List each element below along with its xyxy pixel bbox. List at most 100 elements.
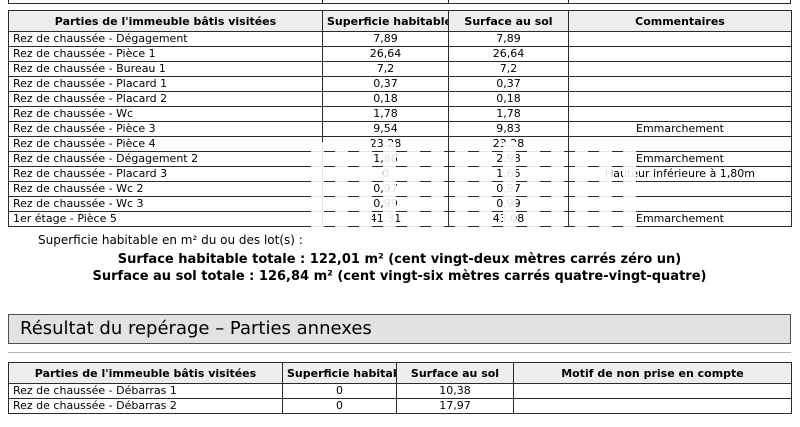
table-header-row: Parties de l'immeuble bâtis visitées Sup… [8, 362, 792, 384]
cell-partie: Rez de chaussée - Bureau 1 [8, 61, 323, 77]
table-row: Rez de chaussée - Pièce 1 26,64 26,64 [8, 46, 792, 62]
cell-partie: Rez de chaussée - Débarras 1 [8, 383, 283, 399]
cell-sol: 1,65 [448, 166, 569, 182]
header-superficie-habitable: Superficie habitable [282, 362, 397, 384]
surface-habitable-totale-text: Surface habitable totale : 122,01 m² (ce… [117, 252, 682, 267]
cell-commentaire [568, 136, 792, 152]
cell-partie: Rez de chaussée - Pièce 1 [8, 46, 323, 62]
cell-habitable: 0,99 [322, 196, 449, 212]
superficie-intro-text: Superficie habitable en m² du ou des lot… [38, 233, 303, 247]
header-motif: Motif de non prise en compte [513, 362, 792, 384]
table-row: Rez de chaussée - Bureau 1 7,2 7,2 [8, 61, 792, 77]
cell-habitable: 23,28 [322, 136, 449, 152]
cutoff-table-tick [322, 0, 323, 4]
section-title-parties-annexes: Résultat du repérage – Parties annexes [8, 314, 791, 344]
header-superficie-habitable: Superficie habitable [322, 10, 449, 32]
cell-habitable: 0 [282, 398, 397, 414]
header-surface-au-sol: Surface au sol [396, 362, 514, 384]
table-header-row: Parties de l'immeuble bâtis visitées Sup… [8, 10, 792, 32]
cutoff-table-tick [448, 0, 449, 4]
cell-commentaire [568, 76, 792, 92]
cell-commentaire [568, 106, 792, 122]
table-row: Rez de chaussée - Placard 1 0,37 0,37 [8, 76, 792, 92]
horizontal-separator [8, 352, 791, 353]
cell-sol: 2,98 [448, 151, 569, 167]
cell-partie: Rez de chaussée - Débarras 2 [8, 398, 283, 414]
table-row: Rez de chaussée - Placard 3 0 1,65 Haute… [8, 166, 792, 182]
cell-commentaire: Emmarchement [568, 211, 792, 227]
cell-habitable: 0 [322, 166, 449, 182]
table-row: Rez de chaussée - Dégagement 7,89 7,89 [8, 31, 792, 47]
cell-commentaire: Emmarchement [568, 151, 792, 167]
cell-partie: Rez de chaussée - Wc [8, 106, 323, 122]
cell-commentaire [568, 91, 792, 107]
cell-sol: 1,78 [448, 106, 569, 122]
table-row: Rez de chaussée - Wc 1,78 1,78 [8, 106, 792, 122]
cell-habitable: 7,2 [322, 61, 449, 77]
cell-habitable: 1,78 [322, 106, 449, 122]
cell-partie: Rez de chaussée - Placard 3 [8, 166, 323, 182]
cell-habitable: 41,31 [322, 211, 449, 227]
cell-partie: Rez de chaussée - Dégagement 2 [8, 151, 323, 167]
parties-annexes-table: Parties de l'immeuble bâtis visitées Sup… [8, 362, 792, 414]
cell-sol: 26,64 [448, 46, 569, 62]
table-row: Rez de chaussée - Dégagement 2 1,86 2,98… [8, 151, 792, 167]
surface-au-sol-totale-text: Surface au sol totale : 126,84 m² (cent … [92, 269, 707, 284]
cell-partie: Rez de chaussée - Placard 2 [8, 91, 323, 107]
cutoff-table-tick [568, 0, 569, 4]
header-parties: Parties de l'immeuble bâtis visitées [8, 362, 283, 384]
cell-habitable: 26,64 [322, 46, 449, 62]
cell-partie: Rez de chaussée - Placard 1 [8, 76, 323, 92]
totals-block: Surface habitable totale : 122,01 m² (ce… [8, 251, 791, 285]
cell-commentaire: Hauteur inférieure à 1,80m [568, 166, 792, 182]
table-row: Rez de chaussée - Débarras 2 0 17,97 [8, 398, 792, 414]
cell-sol: 17,97 [396, 398, 514, 414]
cell-partie: Rez de chaussée - Dégagement [8, 31, 323, 47]
table-row: Rez de chaussée - Débarras 1 0 10,38 [8, 383, 792, 399]
cell-partie: Rez de chaussée - Pièce 3 [8, 121, 323, 137]
cell-habitable: 9,54 [322, 121, 449, 137]
table-row: Rez de chaussée - Wc 2 0,97 0,97 [8, 181, 792, 197]
cell-commentaire: Emmarchement [568, 121, 792, 137]
cell-commentaire [568, 31, 792, 47]
cell-commentaire [568, 61, 792, 77]
table-row: Rez de chaussée - Placard 2 0,18 0,18 [8, 91, 792, 107]
surfaces-table: Parties de l'immeuble bâtis visitées Sup… [8, 10, 792, 227]
cell-habitable: 0,37 [322, 76, 449, 92]
header-surface-au-sol: Surface au sol [448, 10, 569, 32]
cell-sol: 7,89 [448, 31, 569, 47]
cell-habitable: 0 [282, 383, 397, 399]
cell-partie: Rez de chaussée - Wc 3 [8, 196, 323, 212]
header-commentaires: Commentaires [568, 10, 792, 32]
cell-sol: 43,08 [448, 211, 569, 227]
cutoff-table-bottom-border [8, 0, 791, 4]
cell-commentaire [568, 46, 792, 62]
cell-habitable: 7,89 [322, 31, 449, 47]
cell-commentaire [568, 181, 792, 197]
cell-sol: 0,18 [448, 91, 569, 107]
cell-partie: Rez de chaussée - Wc 2 [8, 181, 323, 197]
cell-sol: 9,83 [448, 121, 569, 137]
cell-sol: 0,97 [448, 181, 569, 197]
table-row: Rez de chaussée - Wc 3 0,99 0,99 [8, 196, 792, 212]
table-row: 1er étage - Pièce 5 41,31 43,08 Emmarche… [8, 211, 792, 227]
header-parties: Parties de l'immeuble bâtis visitées [8, 10, 323, 32]
cell-habitable: 0,18 [322, 91, 449, 107]
table-row: Rez de chaussée - Pièce 3 9,54 9,83 Emma… [8, 121, 792, 137]
cell-commentaire [568, 196, 792, 212]
cell-habitable: 0,97 [322, 181, 449, 197]
cell-partie: Rez de chaussée - Pièce 4 [8, 136, 323, 152]
cell-habitable: 1,86 [322, 151, 449, 167]
cell-motif [513, 398, 792, 414]
cell-sol: 10,38 [396, 383, 514, 399]
table-row: Rez de chaussée - Pièce 4 23,28 23,28 [8, 136, 792, 152]
cell-motif [513, 383, 792, 399]
cell-sol: 0,37 [448, 76, 569, 92]
cutoff-table-tick [8, 0, 9, 4]
cell-sol: 0,99 [448, 196, 569, 212]
cell-partie: 1er étage - Pièce 5 [8, 211, 323, 227]
cutoff-table-tick [790, 0, 791, 4]
cell-sol: 7,2 [448, 61, 569, 77]
cell-sol: 23,28 [448, 136, 569, 152]
